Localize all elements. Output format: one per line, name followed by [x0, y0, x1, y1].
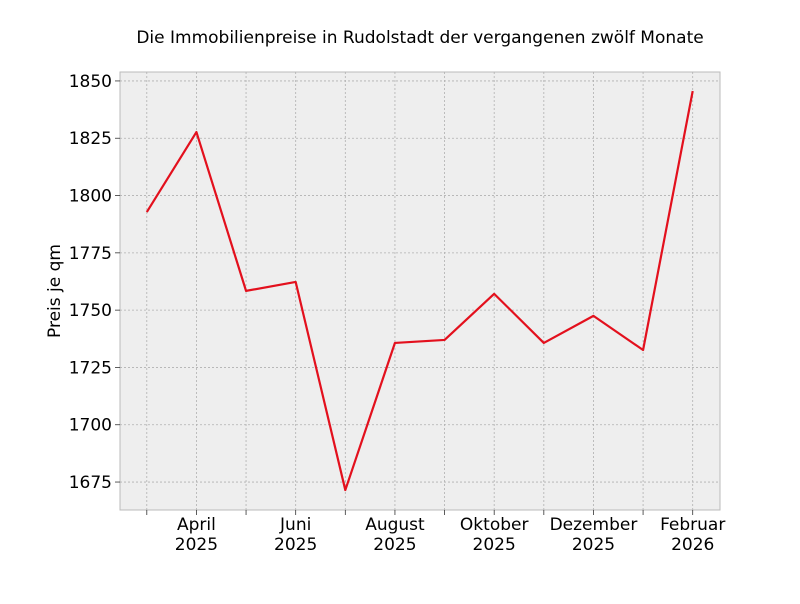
x-tick-label-year: 2025 — [473, 535, 516, 555]
x-tick-label: Juni — [279, 515, 311, 535]
y-tick-label: 1675 — [69, 473, 112, 493]
x-tick-label-year: 2026 — [671, 535, 714, 555]
x-tick-label: Dezember — [550, 515, 638, 535]
y-tick-label: 1800 — [69, 187, 112, 207]
chart-title: Die Immobilienpreise in Rudolstadt der v… — [136, 28, 703, 48]
y-tick-label: 1850 — [69, 72, 112, 92]
y-axis-label: Preis je qm — [45, 244, 65, 338]
x-tick-label-year: 2025 — [572, 535, 615, 555]
y-tick-label: 1750 — [69, 301, 112, 321]
y-tick-label: 1700 — [69, 416, 112, 436]
x-tick-label: Februar — [660, 515, 725, 535]
x-tick-label: Oktober — [460, 515, 529, 535]
x-tick-label-year: 2025 — [175, 535, 218, 555]
y-tick-label: 1725 — [69, 358, 112, 378]
plot-area — [120, 72, 720, 510]
y-tick-label: 1775 — [69, 244, 112, 264]
y-tick-label: 1825 — [69, 129, 112, 149]
x-tick-label-year: 2025 — [373, 535, 416, 555]
x-tick-label: August — [365, 515, 425, 535]
x-tick-label: April — [177, 515, 216, 535]
x-tick-label-year: 2025 — [274, 535, 317, 555]
